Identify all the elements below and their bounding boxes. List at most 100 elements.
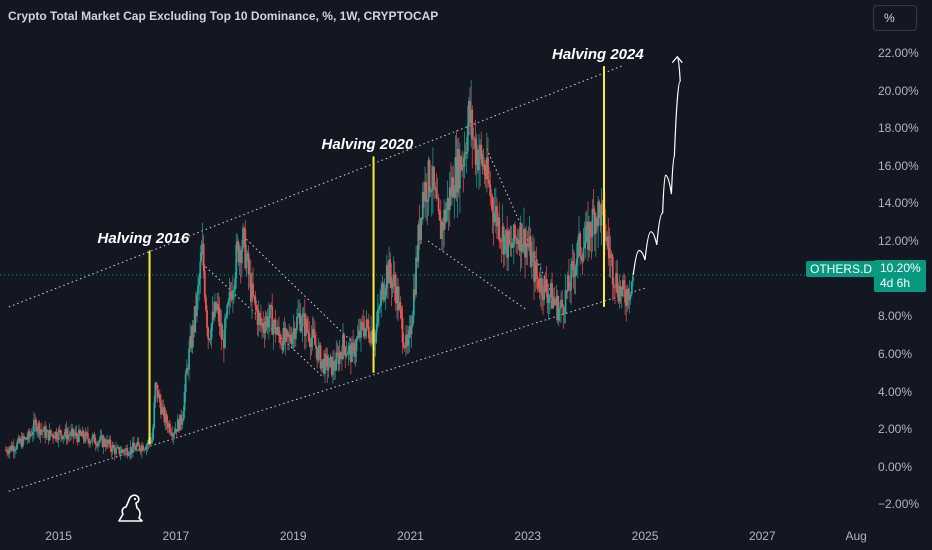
candle-body: [348, 344, 351, 347]
candle-body: [256, 309, 259, 325]
candle-body: [300, 326, 303, 332]
candle-body: [297, 314, 299, 317]
candle-body: [160, 402, 162, 415]
candle-body: [385, 264, 388, 289]
candle-body: [229, 291, 232, 296]
candle-body: [82, 430, 85, 439]
candle-body: [548, 295, 551, 298]
candle-body: [380, 291, 383, 306]
candle-body: [465, 151, 468, 154]
candle-body: [309, 341, 312, 347]
candle-body: [13, 450, 16, 452]
x-tick-label: 2021: [397, 529, 424, 543]
candle-body: [547, 297, 550, 303]
candle-body: [131, 442, 134, 453]
candle-body: [439, 220, 442, 240]
y-tick-label: 16.00%: [878, 158, 919, 173]
candle-body: [262, 322, 265, 329]
candle-body: [442, 221, 444, 231]
candle-body: [249, 273, 252, 302]
candle-body: [282, 327, 285, 351]
candle-body: [83, 438, 86, 441]
candle-body: [460, 156, 462, 171]
y-tick-label: 6.00%: [878, 346, 913, 361]
candle-body: [245, 257, 248, 269]
candle-body: [263, 328, 266, 333]
candle-body: [455, 157, 458, 193]
candle-body: [197, 285, 199, 295]
candle-body: [318, 345, 321, 347]
candle-body: [351, 342, 353, 363]
candle-body: [115, 447, 117, 454]
candle-body: [74, 432, 77, 435]
candle-body: [576, 240, 579, 259]
candle-body: [610, 254, 613, 257]
candle-body: [500, 241, 503, 243]
candle-body: [138, 444, 141, 450]
candle-body: [399, 302, 402, 309]
candle-body: [40, 429, 43, 431]
candle-body: [518, 240, 521, 251]
candle-body: [108, 439, 111, 444]
candle-body: [206, 309, 208, 328]
candle-body: [134, 447, 137, 451]
candle-body: [596, 217, 598, 227]
candle-body: [316, 348, 319, 361]
candle-body: [151, 439, 153, 444]
unit-button[interactable]: %: [873, 5, 917, 31]
candle-body: [209, 338, 212, 340]
candle-body: [412, 289, 415, 316]
halving-label: Halving 2020: [321, 136, 414, 154]
candle-body: [436, 197, 439, 199]
candle-body: [67, 434, 70, 436]
candle-body: [392, 274, 395, 282]
candle-body: [330, 356, 333, 375]
candle-body: [28, 431, 31, 437]
x-tick-label: 2015: [45, 529, 72, 543]
candle-body: [95, 444, 98, 447]
candle-body: [192, 325, 195, 333]
candle-body: [269, 304, 271, 319]
candle-body: [267, 318, 270, 328]
y-tick-label: 22.00%: [878, 45, 919, 60]
candle-body: [53, 437, 56, 439]
candle-body: [418, 224, 421, 240]
candle-body: [303, 313, 306, 337]
candle-body: [414, 289, 416, 295]
candle-body: [230, 295, 233, 300]
candle-body: [315, 344, 317, 349]
candle-body: [483, 164, 486, 175]
candle-body: [100, 435, 103, 437]
candle-body: [84, 432, 87, 441]
candle-body: [476, 149, 479, 171]
candle-body: [26, 439, 29, 441]
candle-body: [478, 159, 480, 171]
candle-body: [630, 281, 633, 295]
candle-body: [246, 253, 249, 258]
y-tick-label: −2.00%: [878, 497, 920, 512]
candle-body: [410, 326, 413, 335]
candle-body: [44, 426, 47, 438]
candle-body: [251, 283, 253, 302]
candle-body: [272, 324, 275, 335]
candle-body: [146, 443, 149, 446]
candle-body: [627, 288, 630, 301]
candle-body: [99, 436, 102, 441]
candle-body: [335, 352, 338, 370]
candle-body: [563, 313, 566, 315]
x-tick-label: Aug: [845, 529, 867, 543]
candle-body: [457, 148, 460, 189]
candle-body: [183, 391, 186, 411]
candle-body: [511, 246, 514, 248]
candle-body: [508, 231, 511, 244]
candle-body: [364, 327, 367, 336]
candle-body: [73, 434, 76, 437]
candle-body: [589, 222, 592, 236]
candle-body: [152, 427, 154, 440]
candle-body: [292, 328, 295, 336]
candle-body: [225, 315, 228, 319]
candle-body: [379, 305, 381, 308]
candle-body: [187, 368, 189, 370]
candle-body: [17, 437, 20, 443]
